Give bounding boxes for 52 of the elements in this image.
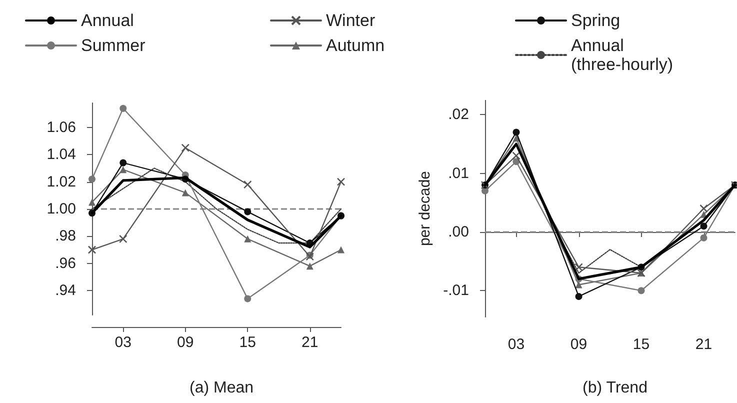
- legend-label: Annual: [81, 11, 134, 30]
- point: [118, 234, 128, 244]
- legend-label: Spring: [571, 11, 620, 30]
- y-tick-label: 1.00: [46, 200, 76, 218]
- point: [244, 295, 252, 302]
- x-tick-label: 09: [177, 334, 194, 351]
- legend-label: Summer: [81, 36, 146, 55]
- y-tick-label: .94: [55, 282, 76, 300]
- point: [575, 281, 582, 288]
- point: [181, 144, 190, 152]
- point: [244, 235, 252, 242]
- point: [182, 189, 189, 196]
- y-tick-label: 1.02: [46, 173, 76, 190]
- y-tick-label: .00: [448, 223, 469, 240]
- point: [575, 292, 582, 300]
- point: [638, 287, 645, 294]
- point: [338, 246, 344, 254]
- point: [512, 152, 520, 160]
- point: [700, 204, 708, 213]
- y-tick-label: 1.04: [46, 146, 76, 164]
- point: [243, 180, 252, 189]
- point: [120, 159, 127, 166]
- point: [244, 208, 252, 216]
- point: [120, 104, 127, 112]
- legend-label: Autumn: [326, 36, 385, 55]
- x-tick-label: 15: [632, 336, 650, 353]
- point: [120, 166, 127, 174]
- x-tick-label: 03: [114, 334, 132, 351]
- legend-label: Winter: [326, 11, 376, 30]
- legend-label: Annual (three-hourly): [571, 36, 674, 74]
- point: [574, 263, 583, 272]
- x-tick-label: 09: [570, 336, 588, 353]
- x-tick-label: 21: [302, 334, 318, 351]
- x-tick-label: 21: [695, 336, 712, 353]
- y-tick-label: .02: [448, 106, 469, 124]
- x-tick-label: 03: [508, 336, 525, 353]
- point: [306, 262, 314, 270]
- y-tick-label: -.01: [443, 282, 469, 300]
- point: [482, 187, 488, 194]
- point: [700, 234, 708, 242]
- y-tick-label: .96: [55, 254, 76, 272]
- y-axis-title: per decade: [416, 170, 434, 246]
- y-tick-label: .98: [55, 228, 76, 245]
- y-tick-label: 1.06: [46, 118, 76, 136]
- x-tick-label: 15: [239, 334, 256, 351]
- text: (a) Mean: [189, 380, 254, 396]
- y-tick-label: .01: [448, 164, 469, 182]
- point: [88, 176, 96, 183]
- point: [700, 222, 708, 230]
- text: (b) Trend: [582, 380, 648, 396]
- point: [88, 198, 96, 206]
- point: [512, 128, 520, 136]
